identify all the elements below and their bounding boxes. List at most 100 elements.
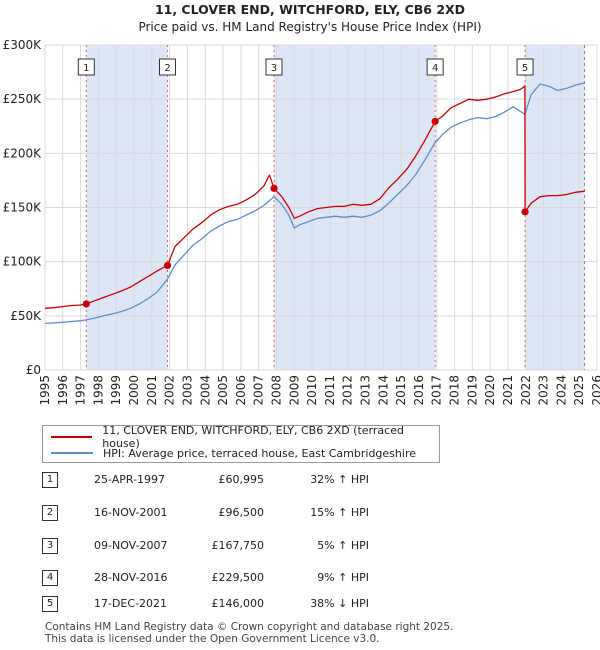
sale-date: 16-NOV-2001 [94, 506, 168, 519]
sale-date: 28-NOV-2016 [94, 571, 168, 584]
x-tick-label: 2016 [412, 375, 426, 406]
sale-hpi-diff: 5% ↑ HPI [317, 539, 369, 552]
x-tick-label: 2026 [590, 375, 600, 406]
x-tick-label: 2024 [554, 375, 568, 406]
sale-hpi-diff: 32% ↑ HPI [310, 473, 369, 486]
x-tick-label: 2000 [127, 375, 141, 406]
series-line [44, 82, 585, 325]
table-row: 2 16-NOV-2001 £96,500 15% ↑ HPI [42, 505, 462, 523]
table-row: 5 17-DEC-2021 £146,000 38% ↓ HPI [42, 596, 462, 614]
x-tick-label: 2023 [537, 375, 551, 406]
legend-swatch-hpi [51, 452, 93, 454]
sale-point [82, 300, 90, 308]
sale-date: 25-APR-1997 [94, 473, 166, 486]
y-tick-label: £150K [3, 201, 43, 215]
sale-box [77, 58, 95, 76]
x-tick-label: 2001 [145, 375, 159, 406]
x-tick-label: 2025 [572, 375, 586, 406]
x-tick-label: 2005 [216, 375, 230, 406]
sale-date: 17-DEC-2021 [94, 597, 168, 610]
x-tick-label: 2020 [483, 375, 497, 406]
chart-subtitle: Price paid vs. HM Land Registry's House … [138, 20, 481, 34]
footer-license: This data is licensed under the Open Gov… [45, 633, 380, 645]
sale-box-label: 3 [271, 63, 277, 74]
footer-copyright: Contains HM Land Registry data © Crown c… [45, 621, 454, 633]
x-tick-label: 2015 [394, 375, 408, 406]
x-tick-label: 2014 [376, 375, 390, 406]
x-tick-label: 2018 [448, 375, 462, 406]
x-tick-label: 2019 [465, 375, 479, 406]
x-tick-label: 2007 [252, 375, 266, 406]
sale-box [516, 58, 534, 76]
x-tick-label: 2017 [430, 375, 444, 406]
y-tick-label: £100K [3, 255, 43, 269]
sale-vertical-lines: 1 2 3 4 5 [77, 45, 534, 370]
sale-point [270, 184, 278, 192]
sale-price: £167,750 [211, 539, 265, 552]
grid [44, 44, 598, 371]
x-tick-label: 2003 [180, 375, 194, 406]
sale-date: 09-NOV-2007 [94, 539, 168, 552]
x-tick-label: 2006 [234, 375, 248, 406]
sale-price: £146,000 [211, 597, 265, 610]
legend-swatch-property [51, 436, 93, 438]
legend-item-property: 11, CLOVER END, WITCHFORD, ELY, CB6 2XD … [51, 424, 439, 450]
x-tick-label: 1998 [91, 375, 105, 406]
x-tick-label: 2004 [198, 375, 212, 406]
table-row: 3 09-NOV-2007 £167,750 5% ↑ HPI [42, 538, 462, 556]
x-tick-label: 1996 [56, 375, 70, 406]
x-tick-label: 2009 [287, 375, 301, 406]
sale-hpi-diff: 9% ↑ HPI [317, 571, 369, 584]
y-tick-label: £250K [3, 92, 43, 106]
sale-point [163, 261, 172, 270]
x-tick-label: 2022 [519, 375, 533, 406]
x-tick-label: 1999 [109, 375, 123, 406]
footer: Contains HM Land Registry data © Crown c… [45, 621, 453, 645]
sale-box [159, 58, 177, 76]
sale-box-label: 5 [522, 63, 528, 74]
sale-box-label: 2 [164, 63, 170, 74]
sale-badge: 3 [42, 538, 58, 554]
sale-badge: 1 [42, 472, 58, 488]
y-tick-label: £200K [3, 146, 43, 160]
sale-hpi-diff: 38% ↓ HPI [310, 597, 369, 610]
sale-markers [82, 117, 529, 308]
sale-box-label: 1 [83, 63, 89, 74]
x-tick-label: 1997 [74, 375, 88, 406]
x-tick-label: 2013 [359, 375, 373, 406]
x-tick-label: 2012 [341, 375, 355, 406]
x-tick-label: 1995 [38, 375, 52, 406]
legend-item-hpi: HPI: Average price, terraced house, East… [51, 446, 416, 460]
x-tick-label: 2010 [305, 375, 319, 406]
legend-label-hpi: HPI: Average price, terraced house, East… [103, 446, 416, 460]
sale-badge: 4 [42, 570, 58, 586]
series-line [44, 85, 585, 309]
x-tick-label: 2008 [269, 375, 283, 406]
x-axis-labels: 1995 1996 1997 1998 1999 2000 2001 2002 2003 2004… [38, 375, 600, 406]
chart-title: 11, CLOVER END, WITCHFORD, ELY, CB6 2XD [155, 2, 465, 17]
sale-price: £229,500 [211, 571, 265, 584]
sale-point [521, 208, 529, 216]
price-chart: 11, CLOVER END, WITCHFORD, ELY, CB6 2XD … [3, 2, 600, 406]
sale-price: £60,995 [218, 473, 265, 486]
sale-box [265, 58, 283, 76]
sale-box-label: 4 [432, 63, 438, 74]
sale-box [426, 58, 444, 76]
x-tick-label: 2011 [323, 375, 337, 406]
sale-hpi-diff: 15% ↑ HPI [310, 506, 369, 519]
sale-badge: 5 [42, 596, 58, 612]
y-axis-labels: £0 £50K £100K £150K £200K £250K £300K [3, 38, 43, 377]
y-tick-label: £50K [10, 309, 42, 323]
sale-badge: 2 [42, 505, 58, 521]
x-tick-label: 2021 [501, 375, 515, 406]
sale-price: £96,500 [218, 506, 265, 519]
x-tick-label: 2002 [163, 375, 177, 406]
table-row: 1 25-APR-1997 £60,995 32% ↑ HPI [42, 472, 462, 490]
table-row: 4 28-NOV-2016 £229,500 9% ↑ HPI [42, 570, 462, 588]
y-tick-label: £0 [26, 363, 41, 377]
legend: 11, CLOVER END, WITCHFORD, ELY, CB6 2XD … [42, 424, 440, 463]
legend-label-property: 11, CLOVER END, WITCHFORD, ELY, CB6 2XD … [102, 424, 404, 450]
series-lines [44, 82, 585, 325]
y-tick-label: £300K [3, 38, 43, 52]
sale-point [431, 117, 439, 125]
